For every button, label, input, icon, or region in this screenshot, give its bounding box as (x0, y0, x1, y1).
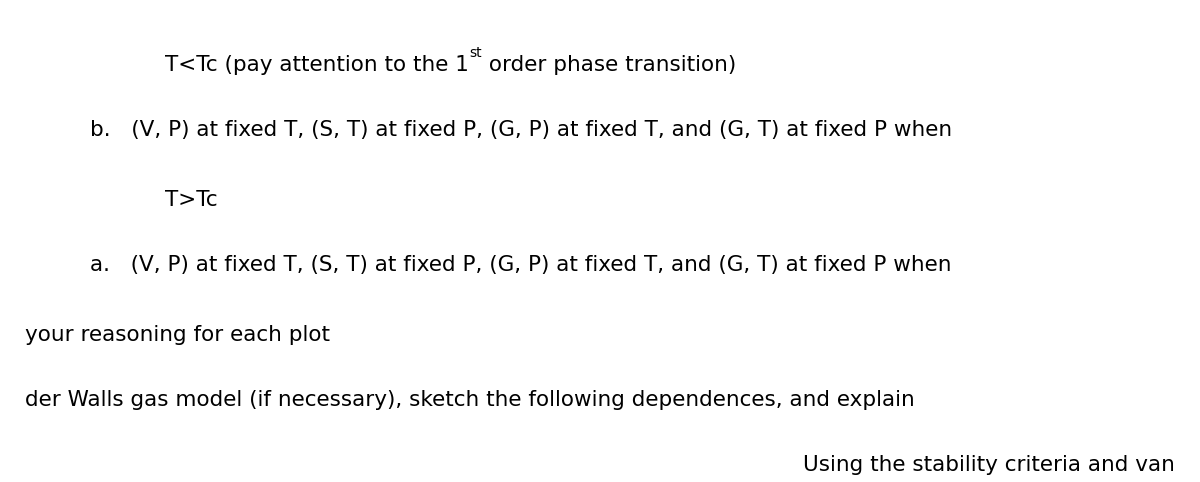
Text: T>Tc: T>Tc (166, 190, 217, 210)
Text: Using the stability criteria and van: Using the stability criteria and van (803, 455, 1175, 475)
Text: der Walls gas model (if necessary), sketch the following dependences, and explai: der Walls gas model (if necessary), sket… (25, 390, 914, 410)
Text: b.   (V, P) at fixed T, (S, T) at fixed P, (G, P) at fixed T, and (G, T) at fixe: b. (V, P) at fixed T, (S, T) at fixed P,… (90, 120, 952, 140)
Text: T<Tc (pay attention to the 1: T<Tc (pay attention to the 1 (166, 55, 469, 75)
Text: st: st (469, 46, 481, 60)
Text: a.   (V, P) at fixed T, (S, T) at fixed P, (G, P) at fixed T, and (G, T) at fixe: a. (V, P) at fixed T, (S, T) at fixed P,… (90, 255, 952, 275)
Text: order phase transition): order phase transition) (481, 55, 736, 75)
Text: your reasoning for each plot: your reasoning for each plot (25, 325, 330, 345)
